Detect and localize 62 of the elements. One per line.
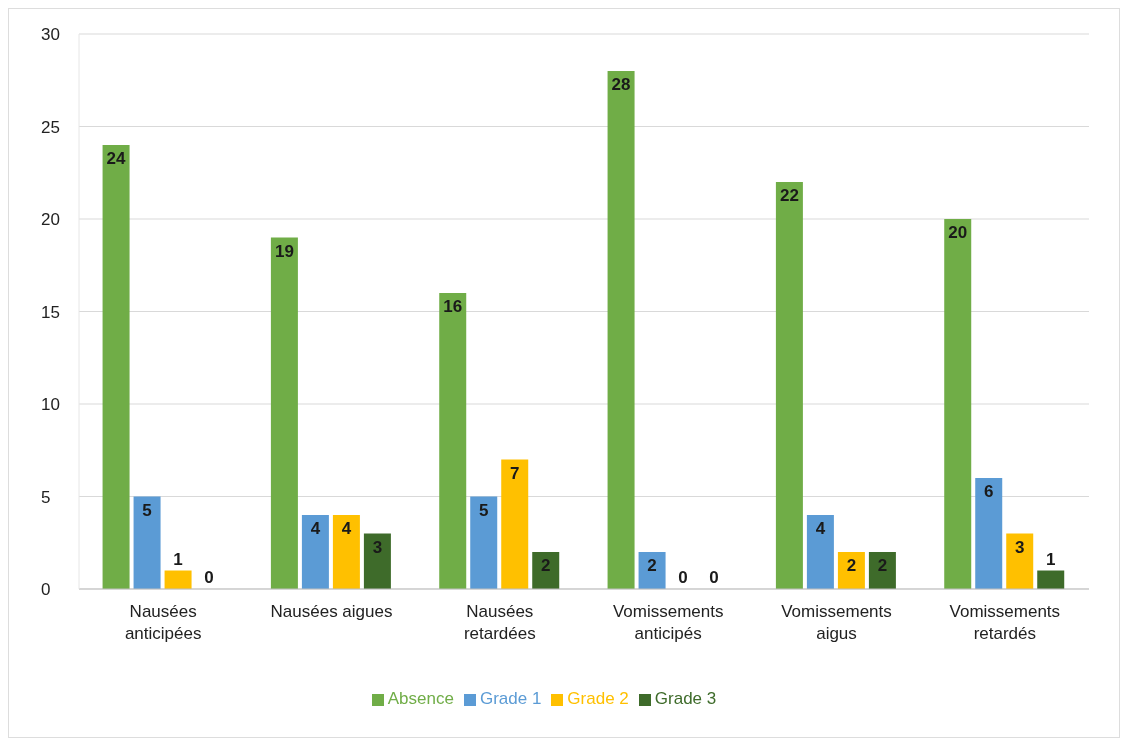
data-label: 28 bbox=[611, 75, 631, 94]
y-tick-label: 5 bbox=[41, 487, 51, 507]
bar bbox=[1006, 533, 1034, 589]
data-label: 2 bbox=[877, 556, 888, 575]
data-label: 19 bbox=[274, 241, 294, 261]
bar bbox=[363, 533, 391, 589]
y-tick-label: 0 bbox=[41, 580, 51, 600]
data-label: 5 bbox=[479, 500, 489, 520]
data-label: 20 bbox=[948, 223, 968, 242]
bar bbox=[532, 552, 560, 589]
bar bbox=[332, 515, 360, 589]
data-label: 2 bbox=[647, 556, 657, 575]
y-tick-label: 10 bbox=[41, 395, 60, 415]
data-label: 2 bbox=[541, 556, 551, 575]
bar bbox=[301, 515, 329, 589]
legend-label: Absence bbox=[387, 689, 454, 708]
bar bbox=[470, 496, 498, 589]
y-tick-label: 25 bbox=[41, 117, 60, 137]
data-label: 2 bbox=[846, 556, 857, 575]
data-label: 4 bbox=[310, 519, 321, 538]
bar bbox=[102, 145, 130, 589]
bar bbox=[1037, 570, 1065, 589]
bar bbox=[944, 219, 972, 589]
y-tick-label: 30 bbox=[41, 25, 60, 45]
x-tick-label: Vomissements aigus bbox=[781, 602, 892, 643]
data-label: 0 bbox=[204, 567, 214, 587]
bar bbox=[975, 478, 1003, 589]
data-label: 3 bbox=[1015, 537, 1025, 557]
x-tick-label: Nausées retardées bbox=[463, 602, 536, 643]
data-label: 5 bbox=[142, 500, 152, 520]
bar bbox=[837, 552, 865, 589]
bar bbox=[133, 496, 161, 589]
y-tick-label: 15 bbox=[41, 302, 60, 322]
data-label: 16 bbox=[443, 297, 463, 316]
x-tick-label: Nausées aigues bbox=[270, 602, 393, 621]
data-label: 4 bbox=[341, 519, 352, 538]
legend-label: Grade 2 bbox=[567, 689, 629, 708]
bar bbox=[775, 182, 803, 589]
y-tick-label: 20 bbox=[41, 210, 60, 230]
bar bbox=[806, 515, 834, 589]
data-label: 1 bbox=[1046, 549, 1056, 569]
data-label: 22 bbox=[779, 186, 799, 205]
x-tick-label: Nausées anticipées bbox=[124, 602, 202, 643]
x-tick-label: Vomissements anticipés bbox=[612, 602, 724, 643]
bar bbox=[270, 237, 298, 589]
x-tick-label: Vomissements retardés bbox=[949, 602, 1061, 643]
data-label: 6 bbox=[984, 482, 994, 501]
data-label: 24 bbox=[106, 149, 127, 168]
bar bbox=[501, 459, 529, 589]
data-label: 0 bbox=[709, 567, 719, 587]
data-label: 3 bbox=[372, 537, 383, 557]
data-label: 1 bbox=[173, 549, 183, 569]
bar bbox=[638, 552, 666, 589]
bar bbox=[164, 570, 192, 589]
legend-label: Grade 1 bbox=[479, 689, 542, 708]
bar bbox=[607, 71, 635, 589]
bar bbox=[868, 552, 896, 589]
data-label: 4 bbox=[815, 519, 826, 538]
data-label: 0 bbox=[678, 567, 688, 587]
bar bbox=[439, 293, 467, 589]
legend-label: Grade 3 bbox=[654, 689, 717, 708]
data-label: 7 bbox=[510, 463, 520, 483]
